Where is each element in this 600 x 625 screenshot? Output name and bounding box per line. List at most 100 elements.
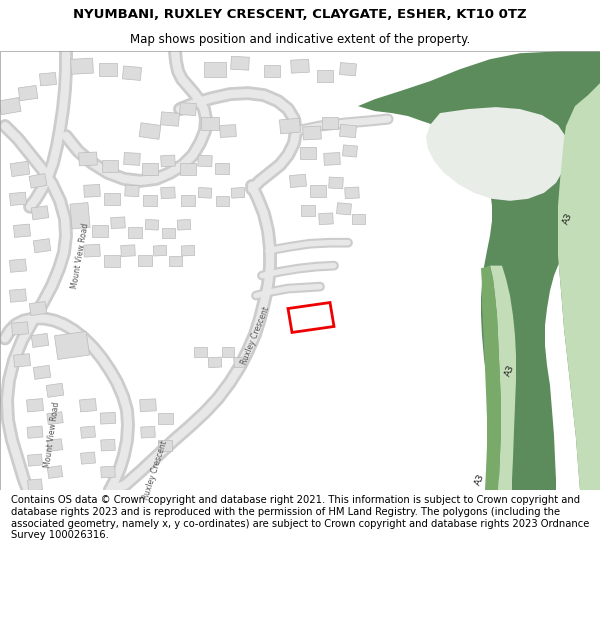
Text: Contains OS data © Crown copyright and database right 2021. This information is : Contains OS data © Crown copyright and d… — [11, 496, 589, 540]
Polygon shape — [301, 205, 315, 216]
Polygon shape — [40, 72, 56, 86]
Polygon shape — [0, 98, 21, 115]
Polygon shape — [198, 155, 212, 167]
Polygon shape — [231, 188, 245, 198]
Polygon shape — [31, 333, 49, 348]
Polygon shape — [83, 244, 100, 257]
Polygon shape — [128, 228, 142, 238]
Polygon shape — [104, 254, 120, 267]
Polygon shape — [161, 228, 175, 238]
Polygon shape — [160, 112, 179, 126]
Polygon shape — [323, 152, 340, 166]
Polygon shape — [302, 126, 322, 140]
Polygon shape — [10, 289, 26, 302]
Polygon shape — [145, 219, 159, 230]
Polygon shape — [153, 246, 167, 256]
Polygon shape — [169, 256, 182, 266]
Polygon shape — [329, 177, 343, 189]
Polygon shape — [310, 185, 326, 197]
Polygon shape — [121, 245, 135, 256]
Polygon shape — [181, 246, 195, 256]
Polygon shape — [352, 214, 365, 224]
Polygon shape — [198, 188, 212, 198]
Polygon shape — [141, 426, 155, 438]
Polygon shape — [340, 62, 356, 76]
Polygon shape — [28, 454, 43, 466]
Polygon shape — [204, 62, 226, 77]
Polygon shape — [143, 196, 157, 206]
Polygon shape — [264, 65, 280, 77]
Polygon shape — [11, 322, 28, 335]
Text: A3: A3 — [503, 363, 517, 378]
Polygon shape — [26, 399, 43, 412]
Polygon shape — [345, 187, 359, 199]
Polygon shape — [10, 259, 26, 272]
Polygon shape — [290, 174, 307, 188]
Polygon shape — [101, 439, 115, 451]
Polygon shape — [222, 348, 234, 358]
Polygon shape — [46, 383, 64, 398]
Polygon shape — [55, 331, 89, 359]
Polygon shape — [180, 163, 196, 175]
Polygon shape — [142, 163, 158, 175]
Polygon shape — [99, 62, 117, 76]
Polygon shape — [33, 365, 51, 379]
Polygon shape — [215, 196, 229, 206]
Polygon shape — [122, 66, 142, 81]
Polygon shape — [27, 426, 43, 438]
Polygon shape — [14, 354, 31, 367]
Polygon shape — [215, 163, 229, 174]
Polygon shape — [10, 161, 30, 177]
Text: A3: A3 — [562, 212, 574, 226]
Polygon shape — [161, 187, 175, 199]
Polygon shape — [80, 426, 95, 438]
Polygon shape — [340, 124, 356, 138]
Polygon shape — [125, 185, 139, 197]
Polygon shape — [177, 219, 191, 230]
Polygon shape — [490, 266, 516, 490]
Polygon shape — [28, 479, 43, 491]
Polygon shape — [480, 266, 501, 490]
Polygon shape — [234, 357, 246, 367]
Polygon shape — [47, 439, 62, 451]
Polygon shape — [139, 122, 161, 139]
Polygon shape — [161, 155, 175, 167]
Polygon shape — [201, 117, 219, 129]
Polygon shape — [104, 193, 120, 205]
Polygon shape — [80, 452, 95, 464]
Polygon shape — [343, 145, 358, 157]
Polygon shape — [280, 118, 301, 134]
Polygon shape — [80, 399, 97, 412]
Polygon shape — [558, 83, 600, 490]
Polygon shape — [140, 399, 157, 412]
Text: A3: A3 — [473, 473, 487, 488]
Polygon shape — [220, 124, 236, 138]
Polygon shape — [317, 70, 333, 82]
Text: Map shows position and indicative extent of the property.: Map shows position and indicative extent… — [130, 34, 470, 46]
Polygon shape — [319, 213, 333, 224]
Polygon shape — [47, 412, 63, 424]
Text: Ruxley Crescent: Ruxley Crescent — [239, 305, 271, 366]
Polygon shape — [111, 217, 125, 229]
Polygon shape — [426, 107, 568, 201]
Polygon shape — [100, 412, 116, 424]
Polygon shape — [83, 184, 100, 198]
Polygon shape — [138, 255, 152, 266]
Polygon shape — [288, 302, 334, 332]
Polygon shape — [208, 357, 222, 367]
Polygon shape — [158, 439, 172, 451]
Polygon shape — [14, 224, 31, 238]
Polygon shape — [18, 86, 38, 101]
Polygon shape — [290, 59, 310, 73]
Polygon shape — [337, 202, 352, 215]
Polygon shape — [33, 239, 51, 252]
Polygon shape — [230, 56, 250, 70]
Polygon shape — [193, 348, 206, 358]
Polygon shape — [181, 196, 195, 206]
Polygon shape — [31, 206, 49, 220]
Polygon shape — [29, 301, 47, 316]
Text: Mount View Road: Mount View Road — [70, 222, 90, 289]
Polygon shape — [300, 147, 316, 159]
Polygon shape — [71, 58, 94, 74]
Polygon shape — [322, 117, 338, 129]
